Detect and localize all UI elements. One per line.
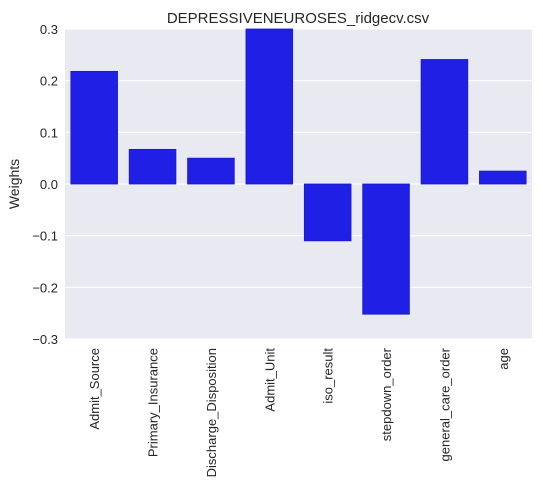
bar-admit-source <box>70 70 118 185</box>
x-tick-label: Admit_Unit <box>262 348 277 412</box>
y-tick-label: 0.2 <box>40 74 58 89</box>
bar-general-care-order <box>420 59 469 185</box>
bar-primary-insurance <box>128 148 177 185</box>
x-tick-label: iso_result <box>321 348 336 404</box>
bars <box>70 28 527 315</box>
bar-admit-unit <box>245 28 294 185</box>
chart-title: DEPRESSIVENEUROSES_ridgecv.csv <box>167 10 430 27</box>
bar-discharge-disposition <box>187 157 235 185</box>
y-axis-label: Weights <box>6 159 22 209</box>
x-tick-label: Discharge_Disposition <box>204 348 219 477</box>
x-tick-label: Admit_Source <box>87 348 102 430</box>
y-tick-label: 0.0 <box>40 177 58 192</box>
y-tick-label: 0.1 <box>40 125 58 140</box>
x-tick-label: stepdown_order <box>379 347 394 441</box>
y-tick-label: 0.3 <box>40 22 58 37</box>
x-tick-label: general_care_order <box>437 347 452 461</box>
bar-iso-result <box>303 183 352 242</box>
bar-age <box>479 170 527 185</box>
y-tick-label: −0.1 <box>32 229 58 244</box>
bar-stepdown-order <box>362 183 410 315</box>
x-tick-label: age <box>496 348 511 370</box>
y-tick-labels: −0.3 −0.2 −0.1 0.0 0.1 0.2 0.3 <box>32 22 58 347</box>
x-tick-label: Primary_Insurance <box>146 348 161 457</box>
y-tick-label: −0.3 <box>32 332 58 347</box>
y-tick-label: −0.2 <box>32 280 58 295</box>
x-tick-labels: Admit_Source Primary_Insurance Discharge_D… <box>87 347 511 477</box>
